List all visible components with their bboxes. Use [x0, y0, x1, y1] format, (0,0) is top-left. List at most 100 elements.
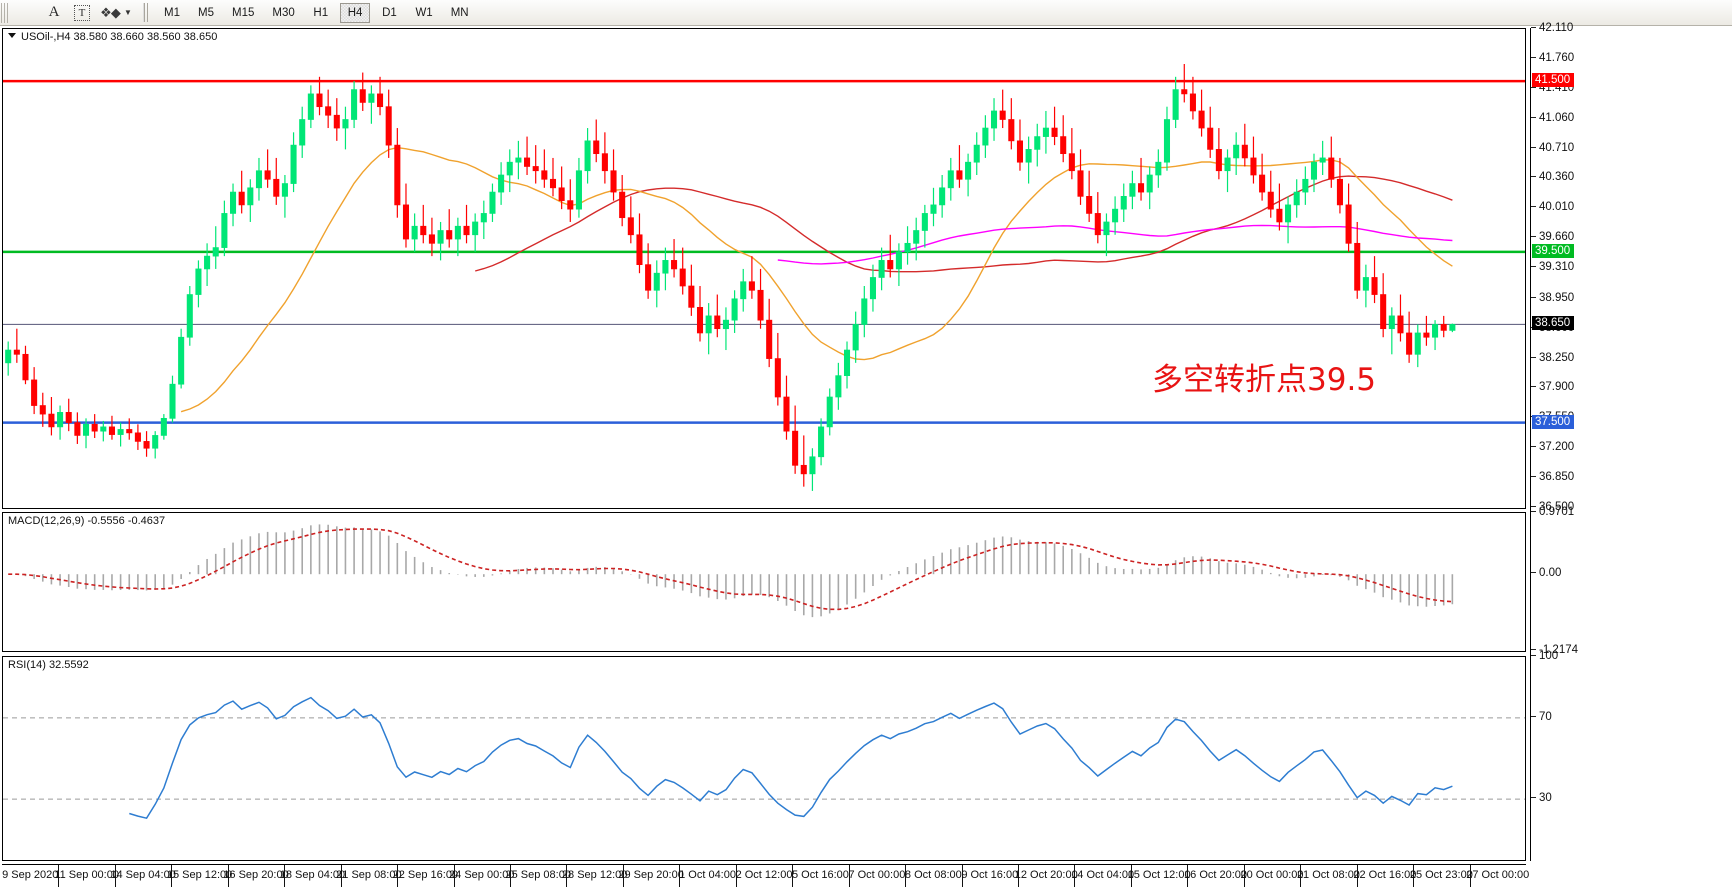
price-tick-39-310: 39.310 [1531, 261, 1574, 273]
price-panel-label: USOil-,H4 38.580 38.660 38.560 38.650 [8, 31, 217, 43]
time-axis-label: 11 Sep 00:00 [54, 869, 119, 881]
price-tick-42-110: 42.110 [1531, 22, 1573, 34]
time-axis-separator [1413, 865, 1415, 887]
timeframe-m15[interactable]: M15 [232, 6, 255, 19]
rsi-plot [3, 657, 1525, 860]
timeframe-h1[interactable]: H1 [313, 6, 329, 19]
timeframe-m30[interactable]: M30 [272, 6, 295, 19]
price-scale[interactable]: 42.110 41.760 41.410 41.060 40.710 40.360 40.0… [1530, 22, 1730, 861]
timeframe-d1[interactable]: D1 [382, 6, 397, 19]
macd-tick-n1-2174: -1.2174 [1531, 644, 1578, 656]
price-tick-37-900: 37.900 [1531, 381, 1574, 393]
time-axis-separator [622, 865, 624, 887]
rsi-panel-label: RSI(14) 32.5592 [8, 659, 89, 671]
time-axis-separator [1243, 865, 1245, 887]
time-axis-separator [679, 865, 681, 887]
time-axis[interactable]: 9 Sep 2020 11 Sep 00:00 14 Sep 04:00 15 Sep… [2, 864, 1530, 888]
time-axis-label: 14 Oct 04:00 [1071, 869, 1135, 881]
timeframe-mn[interactable]: MN [450, 6, 469, 19]
time-axis-separator [566, 865, 568, 887]
time-axis-label: 1 Oct 04:00 [679, 869, 736, 881]
time-axis-label: 22 Sep 16:00 [392, 869, 459, 881]
toolbar-separator [143, 3, 150, 22]
rsi-tick-30: 30 [1531, 792, 1552, 804]
time-axis-label: 2 Oct 12:00 [735, 869, 793, 881]
price-tick-40-710: 40.710 [1531, 142, 1574, 154]
time-axis-separator [1469, 865, 1471, 887]
price-tick-37-200: 37.200 [1531, 441, 1574, 453]
crosshair-icon[interactable] [13, 2, 39, 24]
time-axis-label: 21 Oct 08:00 [1296, 869, 1360, 881]
shapes-dropdown-chevron-down-icon[interactable]: ▼ [124, 8, 132, 17]
time-axis-separator [397, 865, 399, 887]
time-axis-label: 7 Oct 00:00 [848, 869, 906, 881]
time-axis-label: 21 Sep 08:00 [336, 869, 402, 881]
chart-toolbar: A T ❖◆ ▼ M1 M5 M15 M30 H1 H4 D1 W1 MN [0, 0, 1732, 26]
timeframe-m1[interactable]: M1 [164, 6, 180, 19]
text-label-icon[interactable]: A [48, 4, 60, 20]
price-candles-svg [3, 64, 1525, 491]
price-tick-41-060: 41.060 [1531, 112, 1574, 124]
time-axis-label: 8 Oct 08:00 [904, 869, 962, 881]
time-axis-separator [453, 865, 455, 887]
time-axis-separator [227, 865, 229, 887]
price-tick-36-500: 36.500 [1531, 501, 1574, 513]
time-axis-label: 28 Sep 12:00 [561, 869, 628, 881]
macd-tick-0n00: 0.00 [1531, 567, 1561, 579]
time-axis-separator [114, 865, 116, 887]
time-axis-label: 27 Oct 00:00 [1466, 869, 1530, 881]
toolbar-drag-handle[interactable] [1, 2, 10, 23]
time-axis-label: 15 Oct 12:00 [1127, 869, 1191, 881]
time-axis-separator [510, 865, 511, 887]
price-tick-38-950: 38.950 [1531, 292, 1574, 304]
time-axis-label: 18 Sep 04:00 [279, 869, 346, 881]
time-axis-separator [171, 865, 173, 887]
time-axis-separator [792, 865, 794, 887]
price-panel-label-text: USOil-,H4 38.580 38.660 38.560 38.650 [21, 31, 218, 43]
time-axis-separator [905, 865, 907, 887]
price-tick-38-250: 38.250 [1531, 352, 1574, 364]
last-price-badge[interactable]: 38.650 [1532, 316, 1575, 331]
shapes-icon[interactable]: ❖◆ [100, 4, 121, 20]
time-axis-separator [340, 865, 342, 887]
time-axis-label: 25 Oct 23:00 [1409, 869, 1473, 881]
support-level-badge[interactable]: 37.500 [1532, 414, 1575, 429]
macd-svg [8, 524, 1454, 618]
time-axis-separator [961, 865, 963, 887]
time-axis-label: 15 Sep 12:00 [166, 869, 233, 881]
pivot-level-badge[interactable]: 39.500 [1532, 243, 1575, 258]
rsi-panel[interactable]: RSI(14) 32.5592 [2, 656, 1526, 861]
time-axis-separator [735, 865, 737, 887]
chart-annotation-text: 多空转折点39.5 [1152, 362, 1377, 398]
time-axis-separator [1018, 865, 1019, 887]
chart-area[interactable]: USOil-,H4 38.580 38.660 38.560 38.650 MA… [0, 22, 1732, 889]
price-tick-40-010: 40.010 [1531, 201, 1574, 213]
time-axis-label: 22 Oct 16:00 [1353, 869, 1417, 881]
collapse-triangle-icon[interactable] [8, 33, 16, 38]
timeframe-w1[interactable]: W1 [415, 6, 433, 19]
time-axis-label: 16 Oct 20:00 [1184, 869, 1248, 881]
time-axis-label: 14 Sep 04:00 [110, 869, 176, 881]
time-axis-label: 25 Sep 08:00 [505, 869, 571, 881]
time-axis-label: 9 Sep 2020 [2, 869, 59, 881]
price-tick-40-360: 40.360 [1531, 171, 1574, 183]
resistance-level-badge[interactable]: 41.500 [1532, 73, 1575, 88]
time-axis-separator [284, 865, 286, 887]
price-tick-41-760: 41.760 [1531, 52, 1574, 64]
timeframe-h4[interactable]: H4 [339, 2, 371, 23]
time-axis-label: 24 Sep 00:00 [449, 869, 515, 881]
price-panel[interactable]: USOil-,H4 38.580 38.660 38.560 38.650 [2, 28, 1526, 509]
price-tick-39-660: 39.660 [1531, 231, 1574, 243]
rsi-tick-70: 70 [1531, 711, 1552, 723]
macd-tick-0n9701: 0.9701 [1531, 506, 1574, 518]
macd-panel-label: MACD(12,26,9) -0.5556 -0.4637 [8, 515, 166, 527]
macd-panel[interactable]: MACD(12,26,9) -0.5556 -0.4637 [2, 512, 1526, 652]
time-axis-label: 20 Oct 00:00 [1240, 869, 1304, 881]
time-axis-separator [1356, 865, 1358, 887]
time-axis-separator [1074, 865, 1076, 887]
timeframe-m5[interactable]: M5 [198, 6, 214, 19]
time-axis-label: 9 Oct 16:00 [961, 869, 1019, 881]
time-axis-label: 16 Sep 20:00 [223, 869, 289, 881]
text-box-icon[interactable]: T [69, 2, 95, 24]
